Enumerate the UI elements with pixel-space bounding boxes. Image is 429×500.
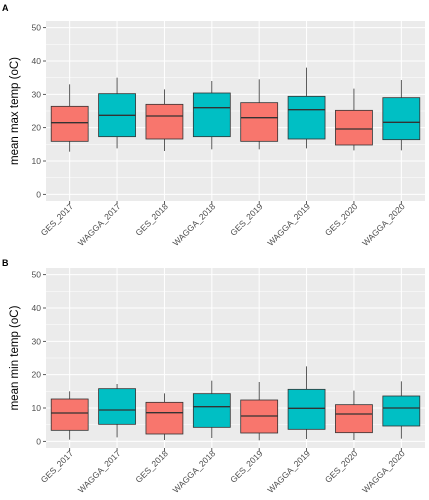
x-tick-label: GES_2019 <box>228 448 265 485</box>
y-tick-label: 0 <box>36 436 41 446</box>
box-GES_2020 <box>335 88 373 151</box>
box-body <box>192 92 231 138</box>
x-tick-label: WAGGA_2017 <box>76 448 123 495</box>
box-WAGGA_2020 <box>382 381 421 439</box>
box-body <box>287 95 326 140</box>
x-tick-label: GES_2017 <box>39 448 76 485</box>
box-body <box>98 388 136 425</box>
x-tick-label: GES_2020 <box>323 201 360 238</box>
panel-b-label: B <box>2 258 9 268</box>
box-body <box>50 398 89 431</box>
box-GES_2019 <box>240 382 279 441</box>
x-tick-label: GES_2020 <box>323 448 360 485</box>
box-body <box>192 393 231 428</box>
x-tick-label: WAGGA_2019 <box>265 448 312 495</box>
x-tick-label: GES_2019 <box>228 201 265 238</box>
x-tick-label: GES_2017 <box>39 201 76 238</box>
y-tick-label: 20 <box>32 370 42 380</box>
box-WAGGA_2017 <box>98 384 136 438</box>
box-body <box>145 103 184 140</box>
y-tick-label: 0 <box>36 189 41 199</box>
box-WAGGA_2018 <box>192 380 231 438</box>
y-axis-label: mean min temp (oC) <box>9 305 21 410</box>
box-body <box>145 401 184 435</box>
panel-a-label: A <box>2 3 9 13</box>
x-tick-label: WAGGA_2020 <box>360 448 407 495</box>
y-axis-label: mean max temp (oC) <box>9 57 21 165</box>
y-tick-label: 40 <box>32 56 42 66</box>
y-tick-label: 10 <box>32 156 42 166</box>
box-GES_2018 <box>145 89 184 151</box>
box-body <box>382 97 421 141</box>
x-tick-label: WAGGA_2017 <box>76 201 123 248</box>
box-body <box>382 395 421 427</box>
x-tick-label: WAGGA_2019 <box>265 201 312 248</box>
box-body <box>50 105 89 142</box>
x-tick-label: WAGGA_2018 <box>171 448 218 495</box>
box-WAGGA_2019 <box>287 366 326 439</box>
panel-b: B <box>2 258 9 268</box>
box-WAGGA_2019 <box>287 67 326 149</box>
box-WAGGA_2017 <box>98 77 136 149</box>
y-tick-label: 10 <box>32 403 42 413</box>
y-tick-label: 40 <box>32 303 42 313</box>
y-tick-label: 30 <box>32 89 42 99</box>
box-GES_2019 <box>240 79 279 150</box>
box-GES_2018 <box>145 393 184 440</box>
y-tick-label: 50 <box>32 270 42 280</box>
y-tick-label: 50 <box>32 23 42 33</box>
x-tick-label: GES_2018 <box>133 201 170 238</box>
box-body <box>240 102 279 142</box>
box-WAGGA_2020 <box>382 80 421 151</box>
y-tick-label: 30 <box>32 336 42 346</box>
box-GES_2020 <box>335 390 373 440</box>
y-tick-label: 20 <box>32 123 42 133</box>
x-tick-label: GES_2018 <box>133 448 170 485</box>
x-tick-label: WAGGA_2020 <box>360 201 407 248</box>
box-body <box>287 388 326 430</box>
box-body <box>335 404 373 434</box>
x-tick-label: WAGGA_2018 <box>171 201 218 248</box>
box-GES_2017 <box>50 391 89 440</box>
box-WAGGA_2018 <box>192 81 231 150</box>
box-body <box>335 109 373 146</box>
